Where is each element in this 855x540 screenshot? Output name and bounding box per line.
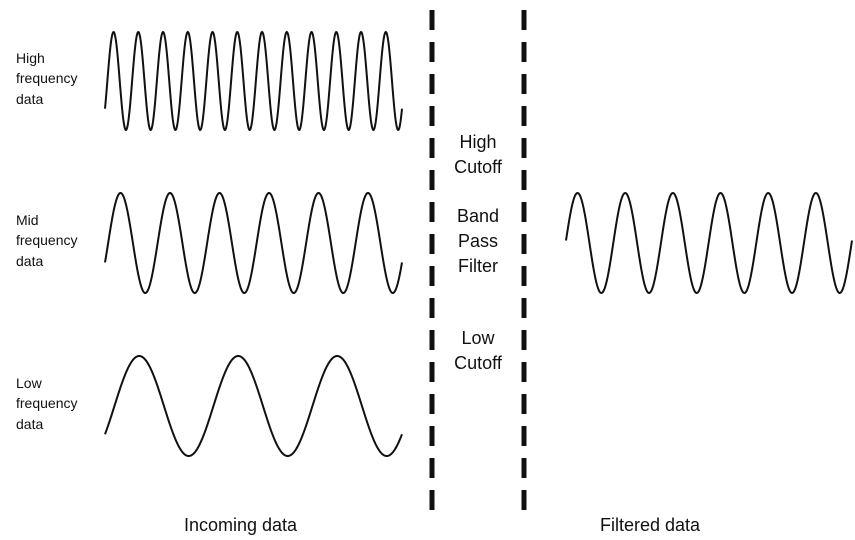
mid-frequency-label: Mid frequency data [16,212,78,269]
band-pass-filter-label: Band Pass Filter [456,206,500,276]
low-frequency-label: Low frequency data [16,375,78,432]
low-cutoff-label: Low Cutoff [454,328,502,373]
high-cutoff-label: High Cutoff [454,132,502,177]
filtered-output-wave [565,191,853,295]
high-frequency-wave [104,30,403,132]
mid-frequency-wave [104,191,403,295]
high-frequency-label: High frequency data [16,50,78,107]
low-frequency-wave [104,354,403,458]
filtered-data-caption: Filtered data [600,515,701,535]
incoming-data-caption: Incoming data [184,515,298,535]
